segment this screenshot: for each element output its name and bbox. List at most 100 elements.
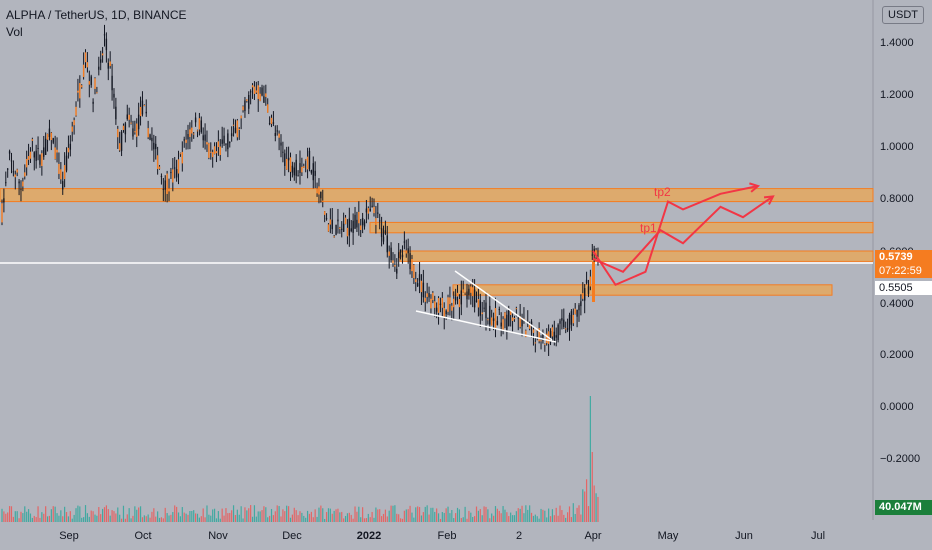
- candle-body: [215, 151, 218, 154]
- volume-bar: [223, 515, 225, 522]
- volume-bar: [325, 512, 328, 522]
- candle-body: [382, 236, 385, 242]
- volume-bar: [219, 518, 221, 522]
- candle-body: [54, 147, 56, 160]
- candle-body: [117, 128, 119, 138]
- candle-body: [407, 248, 409, 254]
- candle-body: [219, 146, 221, 156]
- volume-bar: [24, 506, 26, 522]
- candle-body: [84, 52, 87, 63]
- volume-bar: [60, 510, 62, 522]
- volume-bar: [130, 518, 132, 522]
- candle-body: [132, 128, 134, 137]
- y-tick-label: 1.4000: [880, 37, 914, 49]
- volume-bar: [491, 513, 493, 522]
- volume-bar: [525, 505, 527, 522]
- volume-bar: [399, 518, 402, 522]
- volume-bar: [418, 507, 421, 522]
- candle-body: [208, 143, 210, 158]
- candle-body: [284, 153, 286, 166]
- volume-bar: [295, 510, 297, 522]
- volume-bar: [546, 517, 548, 522]
- volume-bar: [568, 506, 571, 522]
- volume-bar: [179, 516, 182, 522]
- volume-bar: [278, 506, 280, 522]
- candle-body: [399, 249, 402, 253]
- volume-bar: [563, 514, 565, 522]
- volume-bar: [582, 489, 584, 522]
- volume-bar: [384, 509, 386, 522]
- volume-bar: [485, 506, 487, 522]
- volume-bar: [132, 515, 134, 522]
- candle-body: [344, 217, 347, 225]
- candle-body: [551, 327, 554, 337]
- volume-bar: [263, 506, 265, 522]
- candle-body: [333, 236, 335, 238]
- candle-body: [342, 223, 345, 232]
- candle-body: [172, 169, 174, 183]
- volume-bar: [335, 509, 337, 522]
- volume-bar: [251, 516, 254, 522]
- candle-body: [388, 251, 390, 256]
- candle-body: [329, 219, 332, 225]
- candle-body: [187, 134, 189, 140]
- volume-bar: [455, 513, 457, 522]
- volume-bar: [115, 513, 117, 522]
- candle-body: [213, 146, 216, 154]
- volume-bar: [371, 511, 373, 522]
- candle-body: [371, 205, 373, 207]
- y-tick-label: −0.2000: [880, 453, 921, 465]
- currency-badge[interactable]: USDT: [882, 6, 924, 24]
- candle-body: [155, 143, 157, 150]
- volume-bar: [519, 508, 521, 522]
- candle-body: [432, 292, 434, 301]
- volume-bar: [117, 507, 119, 522]
- volume-bar: [375, 507, 377, 522]
- candle-body: [470, 286, 472, 293]
- candle-body: [253, 86, 256, 94]
- candle-body: [492, 318, 495, 321]
- volume-bar: [462, 517, 464, 522]
- candle-body: [8, 151, 11, 154]
- candle-body: [151, 137, 153, 142]
- symbol-title[interactable]: ALPHA / TetherUS, 1D, BINANCE: [6, 8, 187, 22]
- volume-bar: [377, 509, 379, 522]
- volume-bar: [458, 509, 461, 522]
- candle-body: [447, 297, 449, 312]
- volume-bar: [413, 517, 415, 522]
- volume-value-label: 40.047M: [875, 500, 932, 515]
- volume-bar: [92, 511, 94, 522]
- y-tick-label: 1.2000: [880, 89, 914, 101]
- candle-body: [274, 133, 277, 136]
- volume-bar: [436, 508, 438, 522]
- y-tick-label: 0.4000: [880, 298, 914, 310]
- candle-body: [401, 254, 404, 258]
- volume-bar: [31, 517, 33, 522]
- candle-body: [331, 219, 333, 230]
- volume-bar: [155, 516, 157, 522]
- candle-body: [113, 93, 115, 98]
- volume-bar: [422, 512, 424, 522]
- volume-bar: [331, 513, 333, 522]
- volume-bar: [468, 510, 470, 522]
- volume-bar: [475, 506, 478, 522]
- candle-body: [466, 291, 468, 300]
- volume-bar: [392, 505, 394, 522]
- candle-body: [327, 224, 330, 232]
- candle-body: [175, 169, 178, 178]
- volume-bar: [183, 512, 185, 522]
- volume-bar: [196, 513, 199, 522]
- volume-bar: [508, 516, 510, 522]
- volume-bar: [145, 516, 147, 522]
- candle-body: [415, 279, 417, 283]
- candle-body: [464, 292, 466, 294]
- volume-bar: [191, 511, 193, 522]
- volume-indicator-label[interactable]: Vol: [6, 25, 23, 39]
- volume-bar: [261, 510, 263, 522]
- volume-bar: [529, 505, 531, 522]
- volume-bar: [244, 507, 246, 522]
- volume-bar: [282, 509, 284, 522]
- candle-body: [122, 125, 125, 130]
- volume-bar: [83, 517, 85, 522]
